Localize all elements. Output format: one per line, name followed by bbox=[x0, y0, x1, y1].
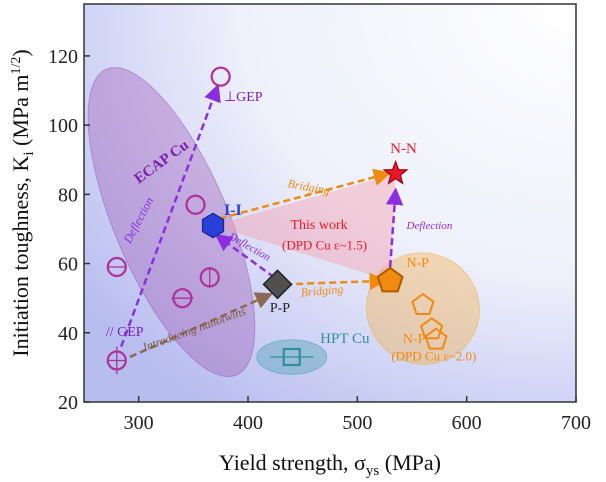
y-tick-label: 20 bbox=[58, 392, 78, 414]
deflection-label-np: Deflection bbox=[406, 220, 453, 232]
ii-label: I-I bbox=[224, 202, 242, 219]
y-tick-label: 100 bbox=[48, 115, 78, 137]
x-tick-label: 600 bbox=[452, 412, 482, 434]
x-tick-label: 400 bbox=[233, 412, 263, 434]
data-point-ecap-cu-0 bbox=[106, 346, 127, 375]
pentagon-marker bbox=[376, 266, 404, 293]
x-axis-label: Yield strength, σys (MPa) bbox=[219, 450, 441, 479]
data-point-hpt-cu-0 bbox=[269, 347, 314, 367]
perp-gep-label: ⊥GEP bbox=[224, 90, 263, 105]
y-tick-label: 80 bbox=[58, 184, 78, 206]
data-point-i-i-0 bbox=[201, 212, 225, 239]
y-tick-label: 60 bbox=[58, 254, 78, 276]
square-marker bbox=[282, 347, 301, 367]
bridging-label-bottom: Bridging bbox=[300, 282, 344, 300]
data-point-ecap-cu-5 bbox=[210, 66, 231, 87]
data-point-ecap-cu-2 bbox=[171, 288, 194, 309]
hpt-cu-label: HPT Cu bbox=[320, 331, 370, 347]
np-label-2: N-P bbox=[403, 332, 426, 347]
this-work-triangle-layer bbox=[213, 173, 396, 281]
hexagon-marker bbox=[201, 212, 225, 239]
np-nn-deflection-arrow bbox=[385, 187, 404, 268]
y-tick-label: 120 bbox=[48, 46, 78, 68]
arrows-layer bbox=[120, 83, 404, 359]
data-point-ecap-cu-1 bbox=[106, 256, 127, 278]
pentagon-marker bbox=[424, 327, 448, 350]
points-layer bbox=[106, 66, 448, 375]
y-axis-label: Initiation toughness, Ki (MPa m1/2) bbox=[8, 49, 37, 356]
introducing-nanotwins-arrow bbox=[129, 292, 274, 359]
this-work-region bbox=[213, 173, 396, 281]
x-ticks: 300 400 500 600 700 bbox=[124, 396, 591, 434]
this-work-label: This work bbox=[290, 218, 347, 233]
ecap-deflection-arrow bbox=[120, 83, 221, 348]
data-point-ecap-cu-3 bbox=[185, 194, 206, 215]
nn-label: N-N bbox=[390, 141, 417, 157]
data-point-n-p-3 bbox=[424, 327, 448, 350]
diamond-marker bbox=[262, 269, 293, 300]
circle-marker bbox=[185, 194, 206, 215]
data-point-p-p-0 bbox=[262, 269, 293, 300]
circle-marker bbox=[210, 66, 231, 87]
plot-background bbox=[84, 4, 576, 402]
ii-nn-bridging-arrow bbox=[219, 168, 392, 220]
data-point-n-p-1 bbox=[411, 292, 435, 315]
x-tick-label: 300 bbox=[124, 412, 154, 434]
x-tick-label: 500 bbox=[342, 412, 372, 434]
circle-marker bbox=[199, 267, 220, 288]
data-point-n-n-0 bbox=[382, 159, 409, 185]
ecap-region bbox=[87, 67, 256, 378]
pp-np-bridging-arrow bbox=[285, 272, 388, 291]
star-marker bbox=[382, 159, 409, 185]
np-label: N-P bbox=[407, 256, 430, 271]
dpd-cu-20-label: (DPD Cu ε~2.0) bbox=[391, 348, 476, 363]
pp-ii-deflection-arrow bbox=[214, 233, 275, 279]
circle-marker bbox=[106, 350, 127, 371]
parallel-gep-label: // GEP bbox=[106, 325, 144, 340]
data-point-n-p-0 bbox=[376, 266, 404, 293]
circle-marker bbox=[172, 288, 193, 309]
y-ticks: 20 40 60 80 100 120 bbox=[48, 46, 90, 414]
pentagon-marker bbox=[411, 292, 435, 315]
dpd-cu-15-label: (DPD Cu ε~1.5) bbox=[282, 238, 367, 253]
data-point-ecap-cu-4 bbox=[199, 267, 220, 288]
pp-label: P-P bbox=[270, 301, 290, 316]
plot-frame bbox=[83, 3, 577, 403]
pentagon-marker bbox=[420, 317, 444, 340]
circle-marker bbox=[106, 256, 127, 278]
x-tick-label: 700 bbox=[561, 412, 591, 434]
data-point-n-p-2 bbox=[420, 317, 444, 340]
y-tick-label: 40 bbox=[58, 323, 78, 345]
